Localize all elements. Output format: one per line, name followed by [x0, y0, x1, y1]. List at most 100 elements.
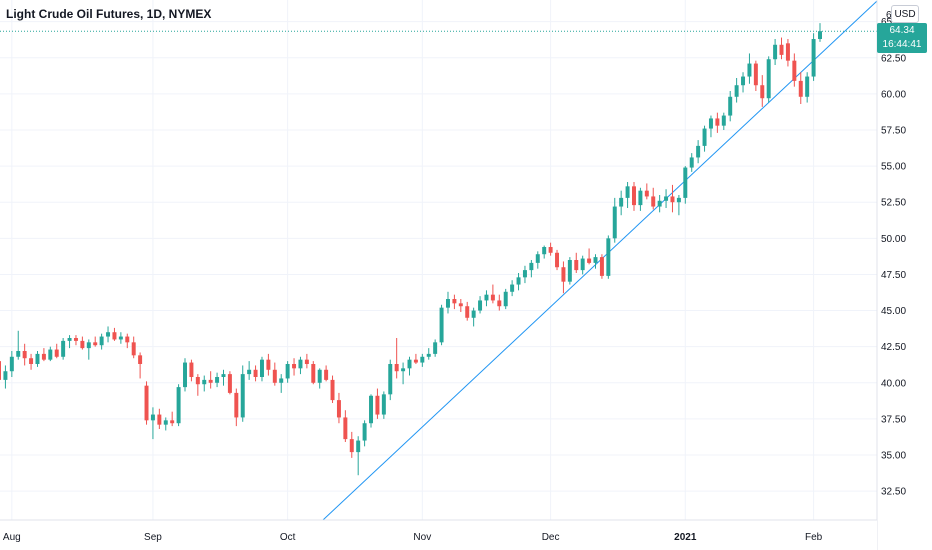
candle-body-35: [221, 374, 226, 377]
candle-body-121: [773, 44, 778, 60]
price-axis-background: [877, 0, 932, 550]
candle-body-94: [599, 257, 604, 276]
candlestick-series: [0, 23, 822, 476]
candle-body-40: [253, 369, 258, 377]
candle-body-1: [3, 371, 8, 380]
time-tick-label-5: 2021: [674, 532, 697, 543]
candle-body-77: [490, 294, 495, 301]
candle-body-16: [99, 336, 104, 346]
candle-body-5: [29, 358, 34, 364]
price-tick-label-12: 62.50: [881, 53, 906, 64]
candle-body-38: [240, 374, 245, 418]
candle-body-106: [676, 197, 681, 203]
currency-button[interactable]: USD: [891, 5, 919, 23]
chart-grid: [0, 0, 877, 520]
candle-body-4: [22, 351, 27, 359]
candle-body-63: [401, 368, 406, 372]
price-tick-label-6: 47.50: [881, 270, 906, 281]
candle-body-24: [150, 414, 155, 421]
candle-body-61: [388, 364, 393, 395]
candle-body-48: [304, 359, 309, 364]
candle-body-126: [805, 76, 810, 97]
time-tick-label-0: Aug: [3, 532, 21, 543]
candle-body-103: [657, 200, 662, 207]
time-tick-label-3: Nov: [413, 532, 431, 543]
price-tick-label-4: 42.50: [881, 342, 906, 353]
candle-body-53: [336, 400, 341, 418]
candle-body-122: [779, 44, 784, 55]
candle-body-91: [580, 258, 585, 271]
candle-body-22: [138, 355, 143, 364]
candle-body-115: [734, 85, 739, 97]
time-tick-label-1: Sep: [144, 532, 162, 543]
candle-body-43: [272, 369, 277, 383]
candle-body-76: [484, 294, 489, 301]
candle-body-44: [279, 378, 284, 383]
candle-body-101: [644, 190, 649, 197]
candle-body-125: [798, 80, 803, 97]
candle-body-99: [632, 186, 636, 206]
candle-body-28: [176, 387, 181, 424]
candle-body-88: [561, 267, 566, 282]
candle-body-29: [183, 362, 187, 388]
candle-body-117: [747, 63, 752, 77]
candle-body-71: [452, 299, 457, 304]
candle-body-45: [285, 364, 290, 379]
candle-body-60: [381, 394, 386, 415]
candle-body-37: [234, 392, 239, 418]
candle-body-10: [61, 340, 66, 357]
candle-body-119: [760, 85, 765, 99]
time-tick-label-4: Dec: [542, 532, 560, 543]
candle-body-114: [728, 96, 733, 116]
candle-body-2: [9, 356, 14, 372]
chart-title: Light Crude Oil Futures, 1D, NYMEX: [6, 7, 212, 21]
candle-body-27: [170, 420, 175, 424]
candle-body-20: [125, 336, 130, 343]
candle-body-6: [35, 353, 40, 364]
candle-body-82: [522, 270, 527, 278]
candle-body-90: [574, 260, 579, 271]
candle-body-80: [510, 284, 515, 292]
candle-body-102: [651, 196, 656, 207]
candle-body-12: [73, 338, 78, 341]
candle-body-42: [266, 359, 271, 370]
candle-body-3: [16, 351, 21, 357]
candle-body-41: [259, 359, 264, 377]
candle-body-109: [696, 145, 701, 158]
candle-body-31: [195, 377, 200, 385]
candle-body-64: [407, 359, 412, 369]
candle-body-73: [465, 306, 470, 318]
candle-body-113: [721, 115, 726, 126]
candle-body-46: [292, 364, 297, 369]
candle-body-100: [638, 190, 643, 206]
candle-body-86: [548, 247, 553, 253]
candle-body-19: [118, 336, 123, 340]
candle-body-104: [664, 196, 669, 201]
candle-body-17: [106, 332, 111, 337]
candle-body-36: [227, 374, 232, 393]
bar-countdown: 16:44:41: [882, 39, 922, 51]
candle-body-14: [86, 342, 91, 349]
candle-body-81: [516, 277, 521, 285]
candle-body-123: [785, 43, 790, 61]
candle-body-128: [818, 31, 822, 39]
candle-body-15: [93, 342, 98, 346]
candle-body-47: [298, 359, 303, 369]
price-tick-label-11: 60.00: [881, 89, 906, 100]
candle-body-23: [144, 385, 149, 421]
price-tick-label-9: 55.00: [881, 162, 906, 173]
candle-body-96: [612, 206, 617, 239]
candle-body-11: [67, 338, 72, 341]
candle-body-120: [766, 59, 771, 99]
candle-body-26: [163, 420, 168, 425]
candle-body-69: [439, 307, 444, 343]
time-axis-background: [0, 520, 877, 550]
candle-body-67: [426, 353, 431, 357]
candle-body-75: [478, 300, 483, 311]
candle-body-118: [753, 63, 758, 86]
candle-body-72: [458, 303, 463, 307]
candle-body-50: [317, 369, 322, 383]
price-tick-label-10: 57.50: [881, 126, 906, 137]
candle-body-93: [593, 257, 598, 263]
